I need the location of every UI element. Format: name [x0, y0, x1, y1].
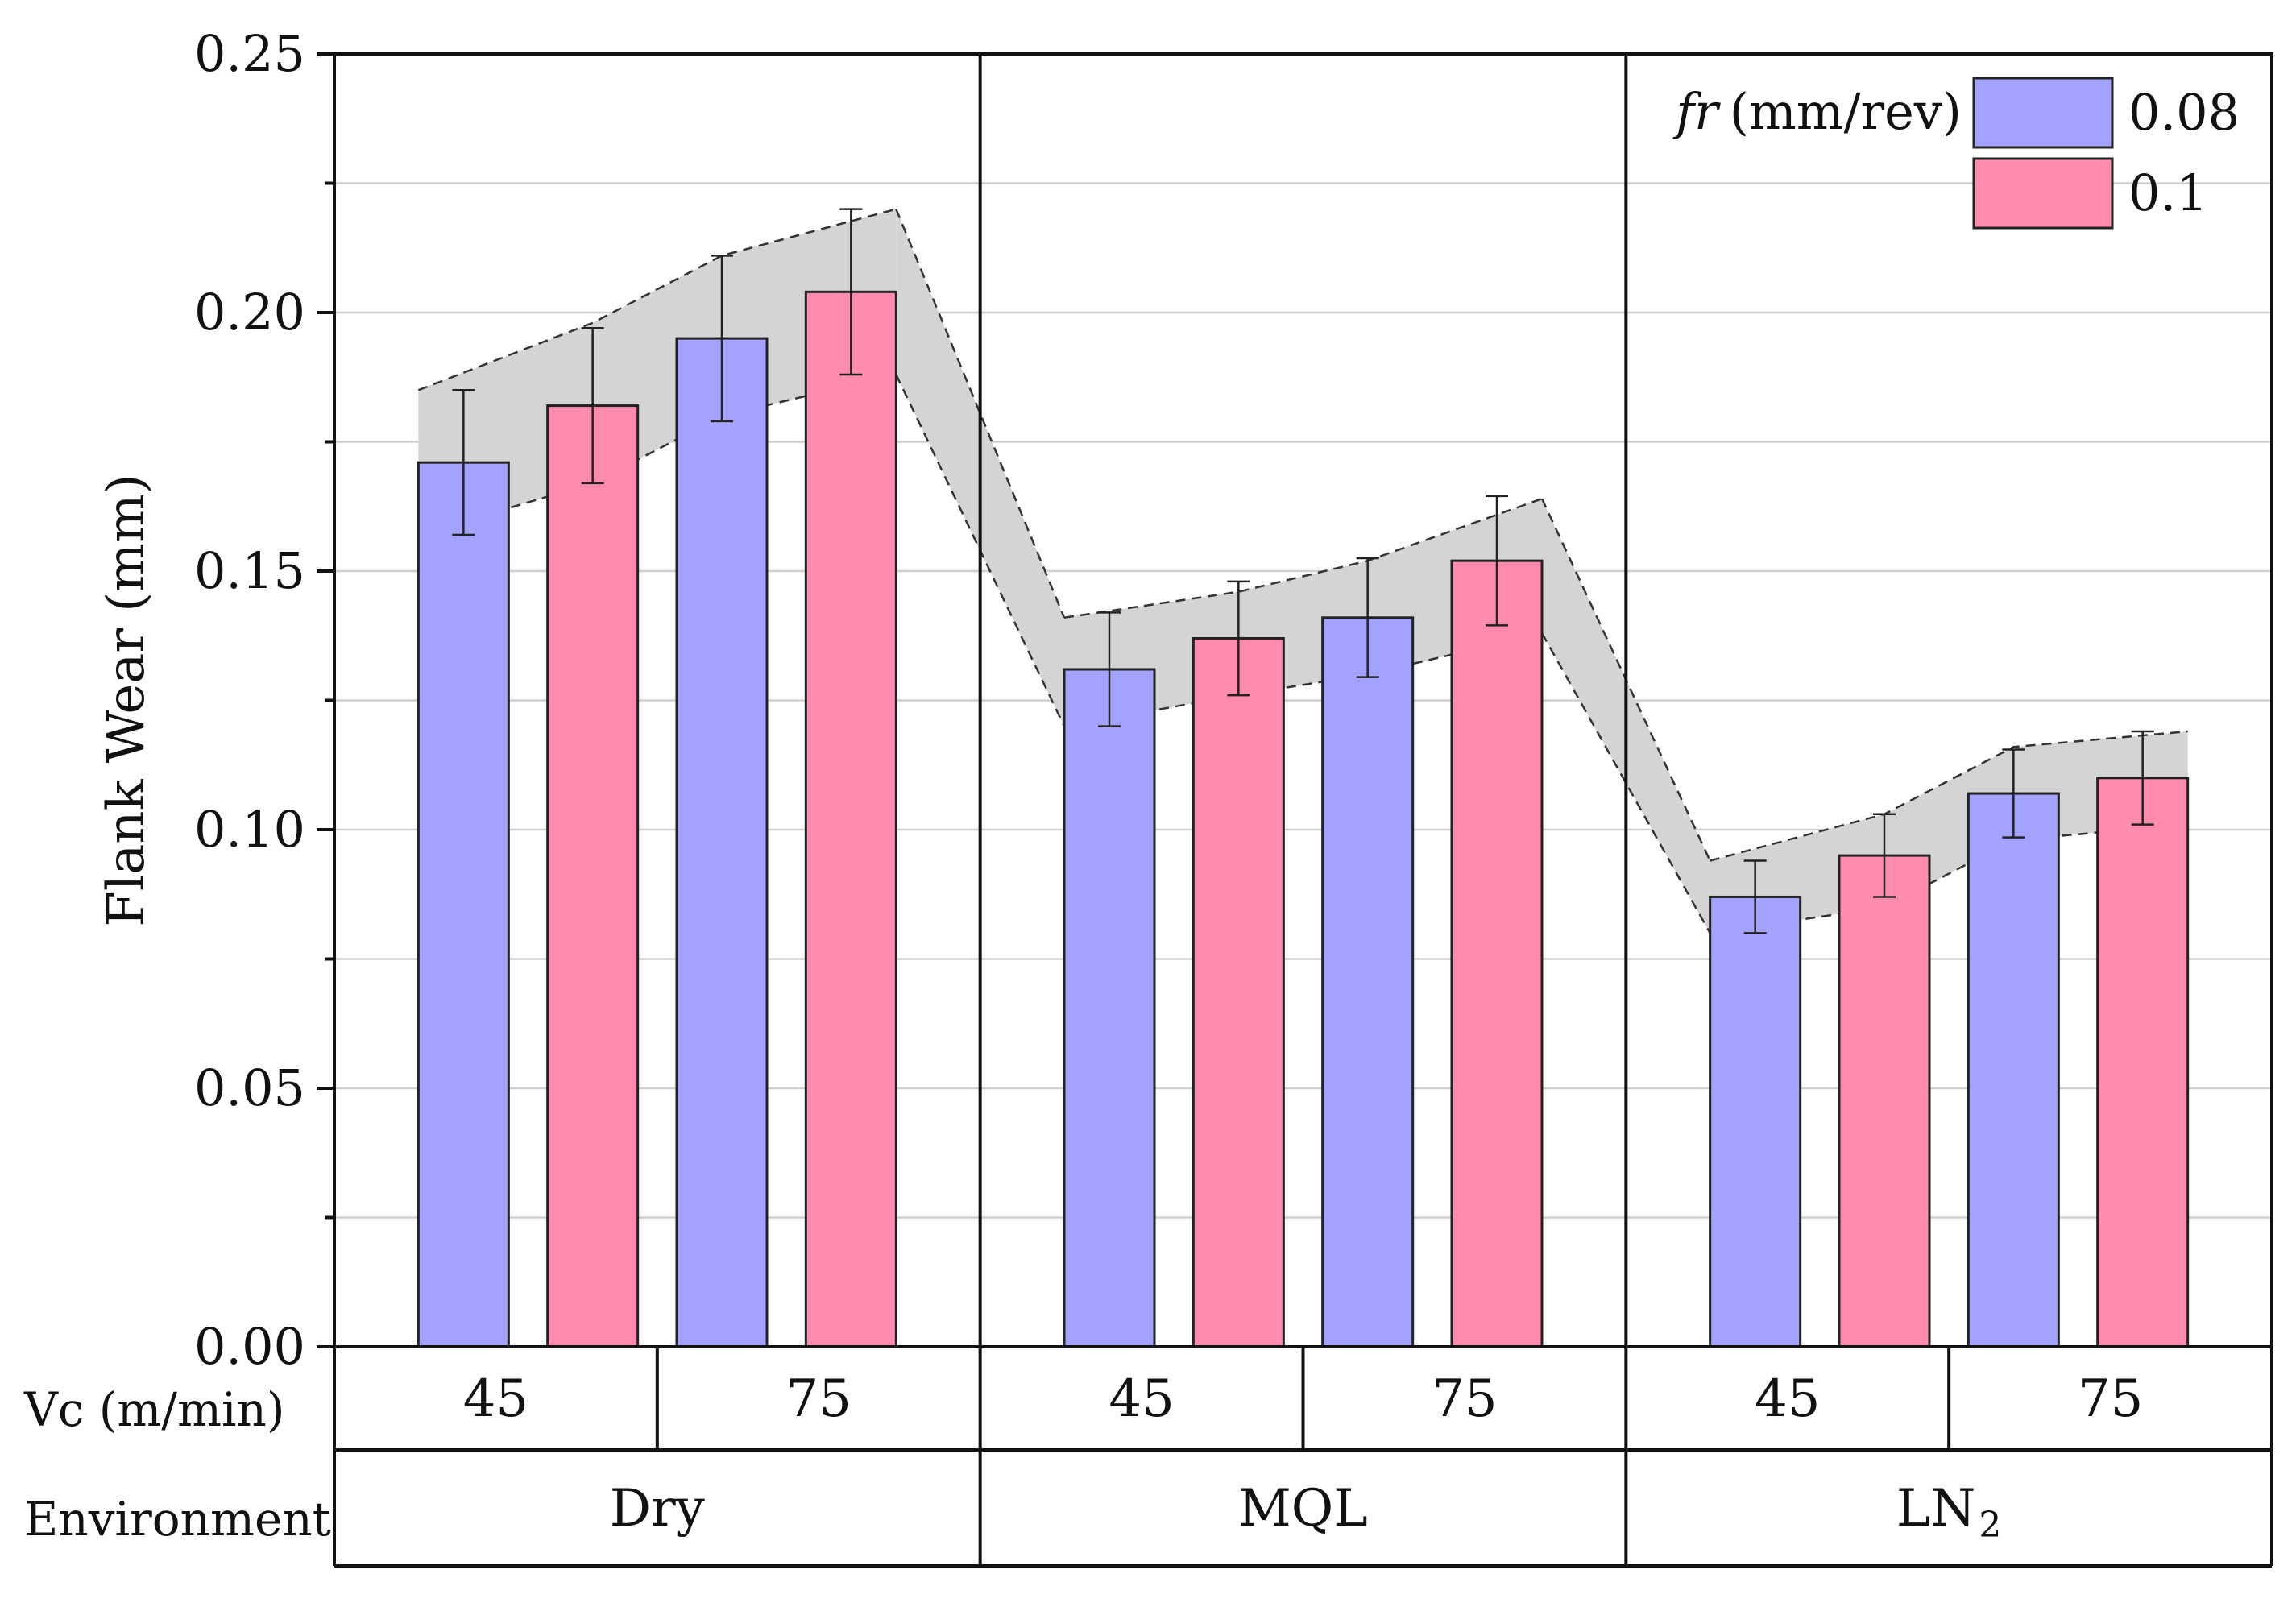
- error-bar: [711, 255, 733, 423]
- bar: [1709, 895, 1802, 1348]
- bar: [1321, 616, 1415, 1348]
- trend-band-area: [1710, 731, 2188, 934]
- speed-label: 75: [1432, 1369, 1497, 1429]
- error-bar: [839, 208, 863, 376]
- x-row-speed-title: Vc (m/min): [23, 1382, 285, 1437]
- y-tick-label: 0.05: [194, 1058, 305, 1117]
- environment-label: LN2: [1896, 1479, 2002, 1546]
- error-bar: [2002, 748, 2025, 839]
- speed-label: 45: [1755, 1369, 1820, 1429]
- x-row-environment-title: Environment: [24, 1492, 331, 1547]
- error-bars: [452, 208, 2154, 934]
- legend-swatch: [1972, 77, 2114, 149]
- bar: [1192, 636, 1285, 1348]
- legend-title-unit: (mm/rev): [1730, 82, 1962, 141]
- legend-label: 0.1: [2128, 164, 2208, 222]
- bar: [804, 290, 897, 1348]
- y-tick-label: 0.20: [194, 283, 305, 342]
- trend-band-area: [1064, 499, 1542, 727]
- bar: [1450, 559, 1544, 1348]
- y-tick-label: 0.10: [194, 800, 305, 859]
- y-tick-label: 0.15: [194, 541, 305, 600]
- y-tick-label: 0.00: [194, 1317, 305, 1376]
- trend-band-upper-line: [417, 208, 897, 391]
- speed-label: 45: [1109, 1369, 1174, 1429]
- y-axis: 0.00 0.05 0.10 0.15 0.20 0.25 Flank Wear (mm): [97, 24, 334, 1376]
- y-axis-title: Flank Wear (mm): [97, 474, 156, 926]
- error-bar: [1743, 859, 1767, 934]
- bar: [1063, 668, 1156, 1348]
- speed-label: 75: [786, 1369, 852, 1429]
- bar: [675, 337, 769, 1348]
- legend: fr (mm/rev) 0.08 0.1: [1672, 77, 2240, 230]
- legend-title: fr (mm/rev): [1672, 82, 1962, 141]
- legend-title-symbol: fr: [1672, 82, 1721, 141]
- environment-label: MQL: [1238, 1479, 1368, 1539]
- speed-label: 45: [463, 1369, 528, 1429]
- error-bar: [581, 327, 604, 485]
- error-bar: [1098, 611, 1121, 727]
- trend-band-upper-line: [1063, 497, 1543, 619]
- legend-label: 0.08: [2128, 83, 2240, 142]
- error-bar: [2131, 730, 2154, 826]
- error-bar: [1227, 580, 1250, 697]
- y-tick-label: 0.25: [194, 24, 305, 83]
- error-bar: [1873, 813, 1896, 898]
- error-bar: [1356, 557, 1379, 678]
- trend-band-connector-lower: [1540, 632, 1711, 934]
- bar: [2096, 777, 2190, 1348]
- environment-label: Dry: [610, 1479, 705, 1539]
- trend-band-area: [418, 209, 897, 536]
- error-bar: [452, 389, 475, 536]
- speed-label: 75: [2078, 1369, 2143, 1429]
- bar: [546, 404, 640, 1348]
- trend-band-upper-line: [1710, 730, 2188, 862]
- error-bar: [1486, 495, 1508, 627]
- bar: [1838, 854, 1931, 1348]
- x-category-table: 45 75 Dry 45 75 MQL 45 75 LN2 Vc (m/min) Environme…: [23, 1347, 2273, 1568]
- bar: [1967, 792, 2060, 1348]
- legend-swatch: [1972, 157, 2114, 230]
- environment-label-subscript: 2: [1979, 1505, 2001, 1546]
- bar: [417, 461, 510, 1348]
- bars: [417, 290, 2190, 1348]
- trend-band-connector-upper: [895, 209, 1066, 619]
